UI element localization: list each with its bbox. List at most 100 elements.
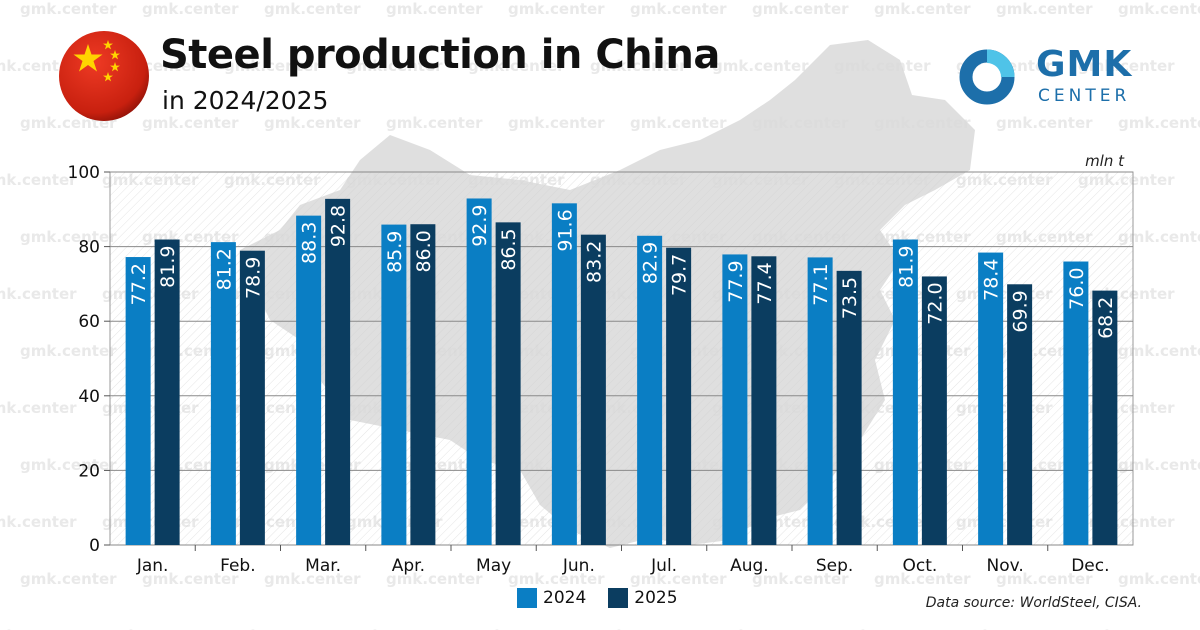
data-label: 85.9 [384,231,406,273]
watermark-text: gmk.center [20,342,117,360]
watermark-text: gmk.center [1078,57,1175,75]
watermark-text: gmk.center [1118,342,1200,360]
data-label: 86.5 [498,228,520,270]
watermark-text: gmk.center [0,171,77,189]
data-label: 78.4 [981,259,1003,301]
watermark-text: gmk.center [1118,114,1200,132]
x-tick-label: May [476,556,511,576]
watermark-text: gmk.center [874,570,971,588]
data-label: 77.9 [725,260,747,302]
page-subtitle: in 2024/2025 [162,86,329,115]
watermark-text: gmk.center [712,627,809,630]
watermark-text: gmk.center [386,114,483,132]
header: Steel production in China in 2024/2025 G… [0,0,1200,160]
watermark-text: gmk.center [752,0,849,18]
legend-label-2025: 2025 [634,588,678,608]
bar-2025 [154,239,180,545]
watermark-text: gmk.center [996,114,1093,132]
watermark-text: gmk.center [1118,0,1200,18]
bar-2024 [296,215,322,546]
bar-2025 [921,276,947,545]
bar-2024 [978,252,1004,545]
watermark-text: gmk.center [630,114,727,132]
watermark-text: gmk.center [1078,627,1175,630]
data-label: 82.9 [640,242,662,284]
bar-2024 [466,198,492,545]
data-label: 83.2 [583,241,605,283]
data-label: 81.9 [157,246,179,288]
watermark-text: gmk.center [346,57,443,75]
bar-2024 [210,242,236,545]
x-tick-label: Nov. [986,556,1023,576]
watermark-text: gmk.center [264,114,361,132]
watermark-text: gmk.center [468,57,565,75]
watermark-text: gmk.center [386,570,483,588]
watermark-text: gmk.center [1118,570,1200,588]
data-label: 77.4 [754,262,776,304]
watermark-text: gmk.center [142,570,239,588]
bar-2024 [807,257,833,545]
logo-text-main: GMK [1036,44,1133,85]
watermark-text: gmk.center [0,627,77,630]
bar-2024 [551,203,577,545]
bar-2025 [666,247,692,545]
watermark-text: gmk.center [508,0,605,18]
bar-2024 [637,235,663,545]
legend-swatch-2024 [517,588,537,608]
x-tick-label: Dec. [1071,556,1109,576]
watermark-text: gmk.center [346,627,443,630]
data-label: 77.1 [810,263,832,305]
data-label: 72.0 [924,282,946,324]
legend-swatch-2025 [608,588,629,608]
watermark-text: gmk.center [630,0,727,18]
legend-item-2024: 2024 [517,588,586,608]
data-label: 92.9 [469,204,491,246]
watermark-text: gmk.center [1118,456,1200,474]
watermark-text: gmk.center [224,57,321,75]
page-title: Steel production in China [160,32,720,78]
watermark-text: gmk.center [590,627,687,630]
watermark-text: gmk.center [752,570,849,588]
gmk-center-logo: GMK CENTER [958,44,1148,108]
x-tick-label: Jan. [136,556,169,576]
watermark-text: gmk.center [0,285,77,303]
data-label: 81.2 [213,248,235,290]
watermark-text: gmk.center [20,228,117,246]
watermark-text: gmk.center [712,57,809,75]
watermark-text: gmk.center [1118,228,1200,246]
watermark-text: gmk.center [508,114,605,132]
y-tick-label: 40 [78,387,100,407]
watermark-text: gmk.center [508,570,605,588]
watermark-text: gmk.center [0,399,77,417]
y-unit-label: mln t [1085,152,1124,170]
bar-2025 [239,250,265,545]
watermark-text: gmk.center [996,570,1093,588]
chart-legend: 2024 2025 [517,588,700,608]
x-tick-label: Aug. [730,556,769,576]
watermark-text: gmk.center [142,0,239,18]
logo-text-sub: CENTER [1038,86,1131,106]
data-label: 92.8 [328,205,350,247]
y-tick-label: 20 [78,461,100,481]
data-label: 79.7 [669,254,691,296]
legend-label-2024: 2024 [543,588,587,608]
bar-2024 [381,224,407,545]
data-source-note: Data source: WorldSteel, CISA. [925,595,1142,611]
y-tick-label: 80 [78,238,100,258]
x-tick-label: Oct. [902,556,937,576]
watermark-text: gmk.center [468,627,565,630]
bar-2025 [836,270,862,545]
watermark-text: gmk.center [386,0,483,18]
watermark-text: gmk.center [0,57,77,75]
watermark-text: gmk.center [20,570,117,588]
watermark-text: gmk.center [0,513,77,531]
bar-2024 [892,239,918,545]
bar-2025 [1007,284,1033,545]
watermark-text: gmk.center [20,0,117,18]
watermark-text: gmk.center [996,0,1093,18]
data-label: 91.6 [554,209,576,251]
data-label: 88.3 [299,222,321,264]
data-label: 69.9 [1010,290,1032,332]
x-tick-label: Feb. [220,556,256,576]
